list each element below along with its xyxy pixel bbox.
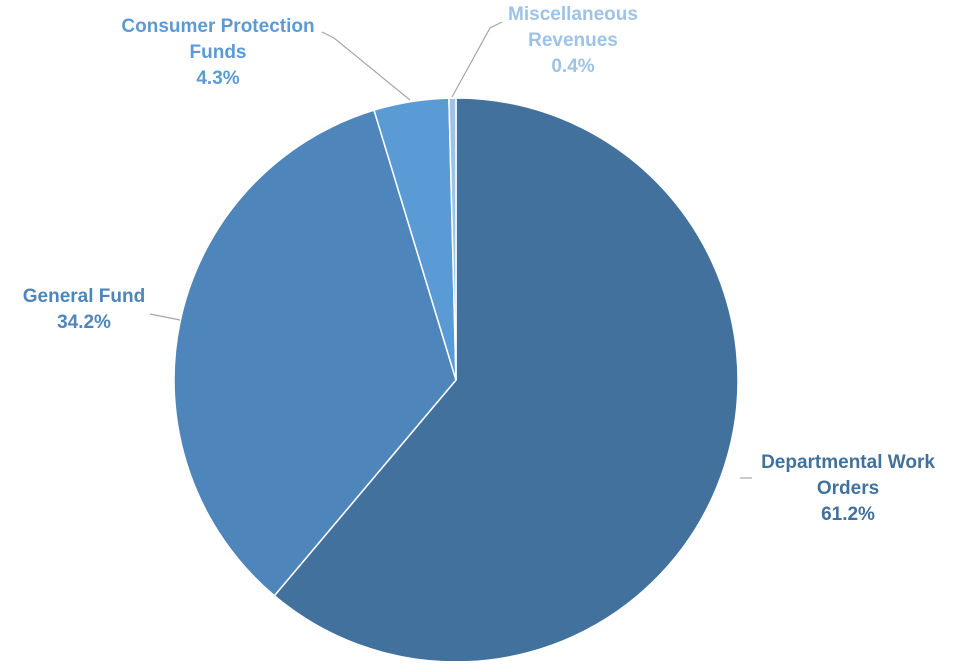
data-label-consumer-protection-funds: Consumer Protection Funds 4.3% [121, 16, 314, 89]
data-label-value: 61.2% [821, 504, 875, 525]
data-label-category: Miscellaneous [508, 4, 638, 25]
data-label-category: Orders [817, 478, 879, 499]
data-label-category: Funds [190, 42, 247, 63]
pie-slice-miscellaneous-revenues [448, 97, 457, 381]
data-label-value: 4.3% [196, 68, 239, 89]
data-label-category: Revenues [528, 30, 618, 51]
leader-line-consumer-protection-funds [321, 31, 411, 101]
leader-line-miscellaneous-revenues [451, 21, 503, 98]
pie-slice-departmental-work-orders [273, 97, 739, 663]
data-label-category: General Fund [23, 286, 145, 307]
leader-line-general-fund [149, 313, 181, 321]
data-label-category: Consumer Protection [121, 16, 314, 37]
data-label-departmental-work-orders: Departmental Work Orders 61.2% [761, 452, 935, 525]
data-label-miscellaneous-revenues: Miscellaneous Revenues 0.4% [508, 4, 638, 77]
leader-lines-layer [149, 21, 752, 479]
data-label-value: 0.4% [551, 56, 594, 77]
data-label-general-fund: General Fund 34.2% [23, 286, 145, 333]
data-labels-layer: Departmental Work Orders 61.2% General Fund… [23, 4, 936, 525]
data-label-category: Departmental Work [761, 452, 935, 473]
slices-layer [173, 97, 739, 663]
data-label-value: 34.2% [57, 312, 111, 333]
pie-slice-general-fund [173, 109, 457, 597]
